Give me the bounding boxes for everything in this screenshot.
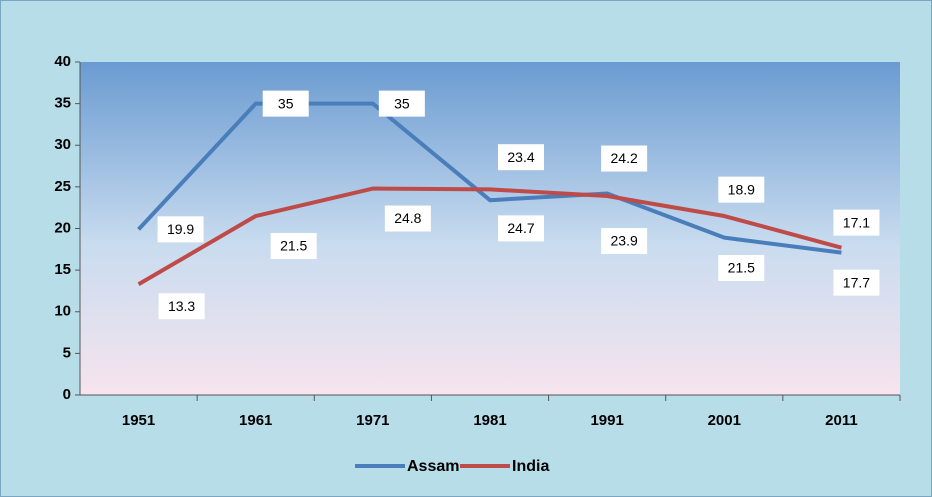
series-line <box>137 101 842 255</box>
data-label: 17.1 <box>843 214 870 230</box>
legend-label: Assam <box>407 458 459 475</box>
data-label: 35 <box>394 95 410 111</box>
data-label: 17.7 <box>843 274 870 290</box>
y-tick-label: 25 <box>54 178 71 195</box>
data-label-box <box>601 228 648 255</box>
y-tick-label: 15 <box>54 261 71 278</box>
data-label: 19.9 <box>167 221 194 237</box>
x-tick-label: 1981 <box>473 412 506 429</box>
data-label-box <box>498 215 544 242</box>
y-tick-label: 40 <box>54 53 71 70</box>
y-tick-label: 30 <box>54 136 71 153</box>
data-label: 24.8 <box>394 210 421 226</box>
x-tick-label: 2011 <box>825 412 858 429</box>
series-line <box>137 186 842 287</box>
data-label: 21.5 <box>280 238 307 254</box>
data-label: 23.9 <box>611 233 638 249</box>
data-label-box <box>262 90 309 117</box>
data-label: 18.9 <box>728 181 755 197</box>
data-label: 24.7 <box>507 220 534 236</box>
x-tick-label: 1961 <box>239 412 272 429</box>
data-label: 13.3 <box>168 298 195 314</box>
x-tick-label: 2001 <box>708 412 741 429</box>
data-label-box <box>718 176 765 203</box>
data-label-box <box>270 233 317 260</box>
data-label-box <box>158 293 205 320</box>
y-tick-label: 10 <box>54 303 71 320</box>
data-label: 24.2 <box>611 150 638 166</box>
data-label-box <box>833 209 880 236</box>
data-label-box <box>833 269 880 296</box>
data-label-box <box>157 216 204 243</box>
y-tick-label: 5 <box>63 344 71 361</box>
data-label-box <box>601 145 648 172</box>
data-label: 23.4 <box>507 149 534 165</box>
legend-label: India <box>512 458 549 475</box>
y-tick-label: 20 <box>54 219 71 236</box>
y-tick-label: 0 <box>63 386 71 403</box>
data-label: 35 <box>278 95 294 111</box>
data-label-box <box>378 90 425 117</box>
data-label-box <box>498 144 544 171</box>
y-tick-label: 35 <box>54 95 71 112</box>
data-label-box <box>718 255 765 282</box>
data-label: 21.5 <box>728 260 755 276</box>
x-tick-label: 1971 <box>356 412 389 429</box>
data-label-box <box>384 205 431 232</box>
x-tick-label: 1951 <box>122 412 155 429</box>
x-tick-label: 1991 <box>590 412 623 429</box>
